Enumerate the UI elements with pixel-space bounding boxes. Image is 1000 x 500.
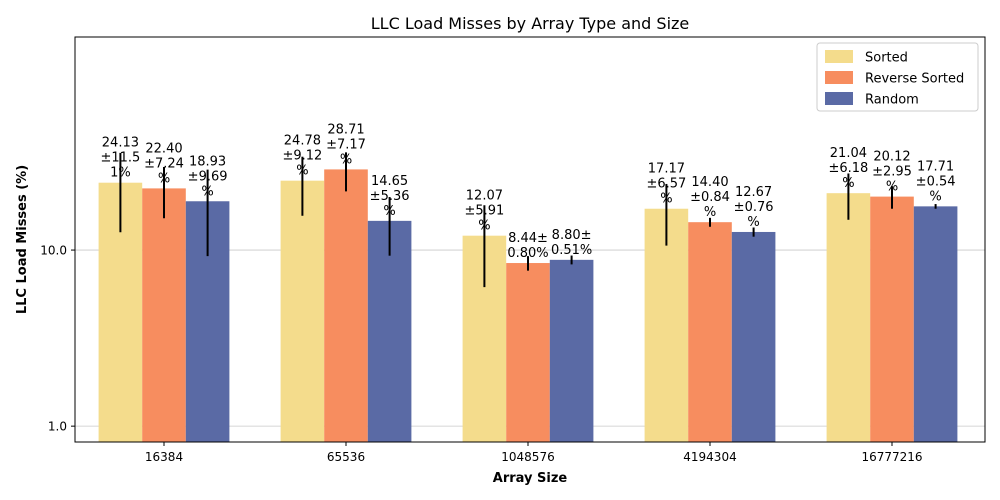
data-label-line: % <box>201 184 213 199</box>
data-label-line: % <box>886 180 898 195</box>
bar <box>506 263 550 442</box>
data-label-line: 12.67 <box>735 185 772 200</box>
data-label-line: ±7.17 <box>326 137 366 152</box>
data-labels: 24.13 ±11.5 1%24.78 ±9.12 %12.07 ±5.91 %17.17 ±… <box>100 122 955 261</box>
legend-swatch <box>825 92 853 105</box>
data-label-line: 17.17 <box>648 162 685 177</box>
data-label: 12.67 ±0.76% <box>734 185 774 230</box>
data-label-line: 14.40 <box>691 175 728 190</box>
data-label-line: 18.93 <box>189 154 226 169</box>
bar <box>688 222 732 442</box>
data-label-line: ±0.54 <box>916 174 956 189</box>
data-label-line: ±6.18 <box>828 161 868 176</box>
data-label-line: 8.44± <box>508 231 548 246</box>
data-label-line: 12.07 <box>466 189 503 204</box>
data-label-line: 17.71 <box>917 159 954 174</box>
data-label: 14.40 ±0.84% <box>690 175 730 220</box>
data-label-line: ±6.57 <box>646 177 686 192</box>
data-label-line: ±2.95 <box>872 165 912 180</box>
data-label-line: 28.71 <box>327 122 364 137</box>
axes: 1.0 10.0 16384 65536 1048576 4194304 16777216 <box>40 244 922 464</box>
data-label: 12.07 ±5.91% <box>464 189 504 234</box>
bar <box>731 231 776 442</box>
error-bars <box>119 152 937 288</box>
x-tick-label: 16777216 <box>861 450 922 464</box>
data-label-line: % <box>929 189 941 204</box>
bar <box>280 180 325 442</box>
data-label-line: ±9.12 <box>282 149 322 164</box>
data-label-line: 24.78 <box>284 134 321 149</box>
y-tick-label: 10.0 <box>40 244 67 258</box>
data-label: 20.12 ±2.95% <box>872 150 912 195</box>
data-label-line: 1% <box>110 166 131 181</box>
x-tick-label: 16384 <box>145 450 183 464</box>
x-tick-label: 4194304 <box>683 450 736 464</box>
bar <box>870 196 914 442</box>
data-label-line: % <box>704 205 716 220</box>
data-label-line: 0.80% <box>507 246 548 261</box>
data-label-line: ±11.5 <box>100 151 140 166</box>
bar <box>367 220 412 442</box>
data-label-line: ±7.24 <box>144 156 184 171</box>
data-label: 18.93 ±9.69% <box>188 154 228 199</box>
data-label-line: % <box>296 164 308 179</box>
data-label-line: 21.04 <box>830 146 867 161</box>
data-label-line: 0.51% <box>551 243 592 258</box>
data-label-line: % <box>478 219 490 234</box>
data-label-line: % <box>747 215 759 230</box>
data-label-line: % <box>383 204 395 219</box>
data-label-line: % <box>660 192 672 207</box>
plot-frame <box>74 36 986 443</box>
data-label: 17.17 ±6.57% <box>646 162 686 207</box>
data-label: 28.71 ±7.17% <box>326 122 366 167</box>
bar <box>142 188 186 442</box>
data-label-line: 8.80± <box>552 228 592 243</box>
legend: Sorted Reverse Sorted Random <box>816 42 979 112</box>
chart-title: LLC Load Misses by Array Type and Size <box>371 14 690 33</box>
y-tick-label: 1.0 <box>48 420 67 434</box>
legend-swatch <box>825 50 853 63</box>
bar <box>644 208 689 442</box>
data-label-line: ±9.69 <box>188 169 228 184</box>
x-tick-label: 1048576 <box>501 450 554 464</box>
data-label: 21.04 ±6.18% <box>828 146 868 191</box>
data-label: 8.44± 0.80% <box>507 231 548 261</box>
bar <box>549 259 594 442</box>
data-label-line: 22.40 <box>145 141 182 156</box>
legend-label: Sorted <box>865 51 908 66</box>
data-label-line: % <box>842 176 854 191</box>
data-label-line: % <box>158 171 170 186</box>
legend-swatch <box>825 71 853 84</box>
data-label-line: % <box>340 152 352 167</box>
data-label-line: ±5.91 <box>464 204 504 219</box>
data-label-line: ±5.36 <box>370 189 410 204</box>
bar <box>324 169 368 442</box>
data-label-line: 24.13 <box>102 136 139 151</box>
legend-box <box>816 42 979 112</box>
bars <box>98 169 958 443</box>
y-axis-label: LLC Load Misses (%) <box>15 165 30 314</box>
bar <box>826 193 871 442</box>
data-label: 14.65 ±5.36% <box>370 174 410 219</box>
data-label-line: ±0.84 <box>690 190 730 205</box>
data-label: 8.80± 0.51% <box>551 228 592 258</box>
x-tick-label: 65536 <box>327 450 365 464</box>
data-label-line: 14.65 <box>371 174 408 189</box>
data-label-line: ±0.76 <box>734 200 774 215</box>
data-label: 24.13 ±11.5 1% <box>100 136 140 181</box>
x-axis-label: Array Size <box>493 471 568 486</box>
data-label: 24.78 ±9.12% <box>282 134 322 179</box>
data-label: 22.40 ±7.24% <box>144 141 184 186</box>
data-label: 17.71 ±0.54% <box>916 159 956 204</box>
bar <box>913 206 958 442</box>
legend-label: Random <box>865 93 919 108</box>
data-label-line: 20.12 <box>873 150 910 165</box>
legend-label: Reverse Sorted <box>865 72 964 87</box>
